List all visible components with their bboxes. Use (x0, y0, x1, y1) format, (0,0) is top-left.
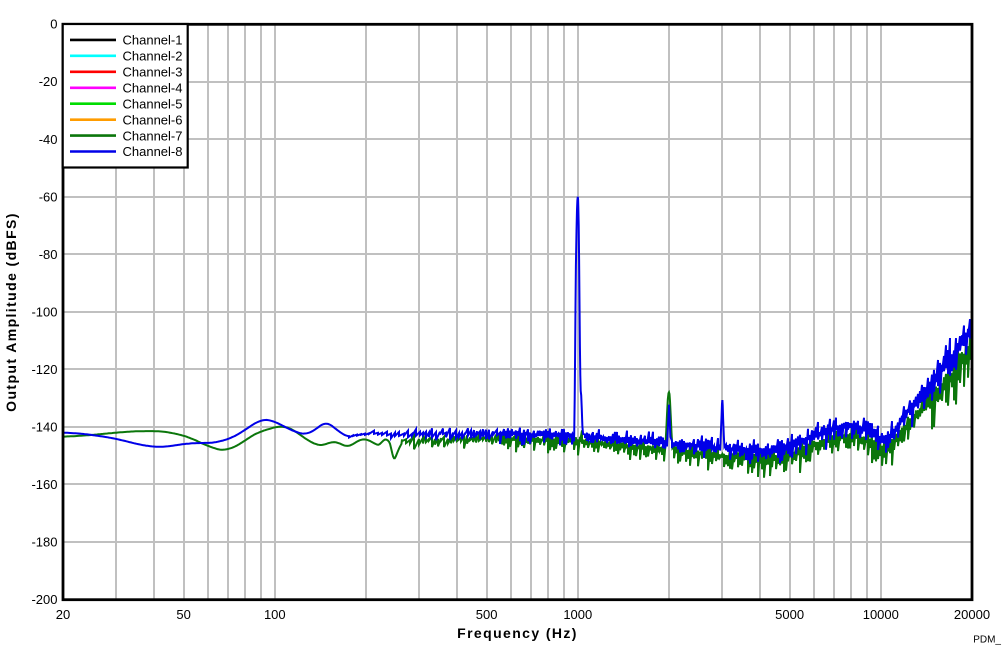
svg-text:20: 20 (56, 607, 70, 622)
svg-text:0: 0 (50, 17, 57, 32)
svg-text:Channel-4: Channel-4 (123, 81, 183, 96)
svg-text:Frequency (Hz): Frequency (Hz) (457, 625, 578, 641)
svg-text:-200: -200 (31, 592, 57, 607)
svg-text:50: 50 (176, 607, 190, 622)
svg-text:20000: 20000 (954, 607, 990, 622)
svg-text:100: 100 (264, 607, 286, 622)
svg-text:-160: -160 (31, 477, 57, 492)
svg-text:-20: -20 (39, 74, 58, 89)
svg-text:Channel-8: Channel-8 (123, 144, 183, 159)
svg-text:-40: -40 (39, 132, 58, 147)
svg-text:PDM_: PDM_ (973, 635, 1001, 646)
svg-text:5000: 5000 (775, 607, 804, 622)
svg-text:-60: -60 (39, 189, 58, 204)
svg-text:500: 500 (476, 607, 498, 622)
svg-text:Channel-7: Channel-7 (123, 128, 183, 143)
svg-text:-80: -80 (39, 247, 58, 262)
svg-text:Output Amplitude (dBFS): Output Amplitude (dBFS) (3, 212, 19, 412)
svg-text:1000: 1000 (563, 607, 592, 622)
svg-text:Channel-6: Channel-6 (123, 112, 183, 127)
svg-text:-140: -140 (31, 420, 57, 435)
svg-text:-100: -100 (31, 304, 57, 319)
svg-text:Channel-3: Channel-3 (123, 65, 183, 80)
svg-text:Channel-1: Channel-1 (123, 33, 183, 48)
svg-text:-180: -180 (31, 535, 57, 550)
svg-text:Channel-2: Channel-2 (123, 49, 183, 64)
svg-text:Channel-5: Channel-5 (123, 96, 183, 111)
svg-text:10000: 10000 (863, 607, 899, 622)
svg-text:-120: -120 (31, 362, 57, 377)
